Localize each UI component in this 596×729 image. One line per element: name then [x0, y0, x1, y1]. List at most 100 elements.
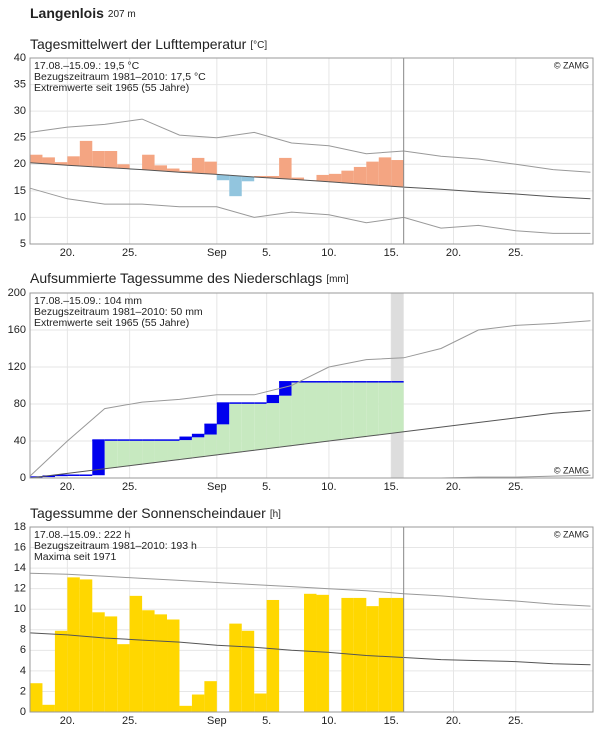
panel-title: Tagessumme der Sonnenscheindauer [h]	[30, 505, 281, 521]
anomaly-bar	[154, 165, 168, 171]
bar	[241, 630, 255, 712]
y-tick-label: 10	[14, 603, 26, 615]
x-tick-label: 25.	[122, 481, 137, 493]
anomaly-bar	[254, 175, 267, 178]
normal-line	[29, 410, 591, 479]
surplus-fill	[167, 440, 180, 461]
surplus-fill	[279, 395, 292, 447]
anomaly-bar	[353, 166, 367, 185]
surplus-fill	[353, 381, 367, 438]
anomaly-bar	[54, 162, 68, 165]
bar	[67, 577, 80, 712]
y-tick-label: 120	[8, 361, 26, 373]
y-tick-label: 80	[14, 398, 26, 410]
surplus-fill	[341, 381, 354, 439]
anomaly-bar	[67, 156, 80, 166]
x-tick-label: 25.	[508, 247, 523, 259]
surplus-fill	[391, 381, 404, 433]
x-tick-label: Sep	[207, 481, 227, 493]
y-tick-label: 0	[20, 706, 26, 718]
y-tick-label: 16	[14, 541, 26, 553]
y-tick-label: 40	[14, 435, 26, 447]
bar	[191, 694, 205, 712]
daily-increment	[92, 440, 105, 476]
anomaly-bar	[391, 160, 404, 187]
surplus-fill	[366, 381, 379, 436]
y-tick-label: 12	[14, 583, 26, 595]
surplus-fill	[304, 381, 317, 444]
x-tick-label: Sep	[207, 715, 227, 727]
surplus-fill	[229, 403, 242, 453]
bar	[167, 619, 180, 712]
y-tick-label: 25	[14, 132, 26, 144]
y-tick-label: 40	[14, 52, 26, 64]
bar	[54, 630, 68, 712]
bar	[391, 597, 404, 712]
y-tick-label: 200	[8, 287, 26, 299]
y-tick-label: 8	[20, 624, 26, 636]
y-tick-label: 10	[14, 211, 26, 223]
daily-increment	[204, 424, 217, 435]
y-tick-label: 0	[20, 472, 26, 484]
y-tick-label: 18	[14, 521, 26, 533]
anomaly-bar	[378, 157, 392, 186]
x-tick-label: 25.	[508, 481, 523, 493]
info-text: 17.08.–15.09.: 19,5 °C	[34, 60, 140, 72]
anomaly-bar	[167, 168, 180, 172]
x-tick-label: 25.	[122, 715, 137, 727]
anomaly-bar	[42, 157, 55, 165]
y-tick-label: 160	[8, 324, 26, 336]
surplus-fill	[117, 440, 130, 467]
surplus-fill	[254, 403, 267, 450]
anomaly-bar	[104, 151, 118, 168]
x-tick-label: 25.	[122, 247, 137, 259]
panel-title-text: Tagessumme der Sonnenscheindauer	[30, 505, 266, 521]
anomaly-bar	[229, 175, 242, 197]
bar	[378, 597, 392, 712]
bar	[79, 579, 93, 712]
bar	[142, 610, 155, 712]
anomaly-bar	[328, 173, 342, 183]
credit: © ZAMG	[554, 465, 589, 475]
normal-line	[29, 162, 591, 200]
bar	[254, 693, 267, 712]
y-tick-label: 2	[20, 685, 26, 697]
x-tick-label: 5.	[262, 481, 271, 493]
anomaly-bar	[316, 174, 329, 182]
surplus-fill	[291, 381, 305, 445]
anomaly-bar	[366, 161, 379, 185]
plot-frame	[29, 292, 594, 479]
surplus-fill	[204, 434, 217, 456]
credit: © ZAMG	[554, 60, 589, 70]
y-tick-label: 6	[20, 644, 26, 656]
daily-increment	[279, 381, 292, 396]
daily-increment	[216, 403, 230, 425]
daily-increment	[191, 434, 205, 438]
panel-title: Aufsummierte Tagessumme des Niederschlag…	[30, 270, 349, 286]
bar	[266, 599, 280, 712]
daily-increment	[179, 437, 192, 441]
extreme-line	[29, 118, 591, 173]
surplus-fill	[154, 440, 168, 462]
anomaly-bar	[92, 151, 105, 168]
panel-unit: [mm]	[326, 274, 348, 285]
anomaly-bar	[191, 157, 205, 174]
bar	[92, 612, 105, 712]
bar	[129, 595, 143, 712]
surplus-fill	[328, 381, 342, 441]
anomaly-bar	[291, 177, 305, 180]
x-tick-label: Sep	[207, 247, 227, 259]
bar	[229, 623, 242, 712]
anomaly-bar	[30, 154, 43, 164]
bar	[366, 606, 379, 712]
surplus-fill	[104, 440, 118, 468]
x-tick-label: 20.	[60, 715, 75, 727]
x-tick-label: 10.	[321, 715, 336, 727]
surplus-fill	[129, 440, 143, 465]
x-tick-label: 15.	[384, 481, 399, 493]
x-tick-label: 20.	[446, 715, 461, 727]
bar	[179, 705, 192, 712]
x-tick-label: 20.	[60, 247, 75, 259]
